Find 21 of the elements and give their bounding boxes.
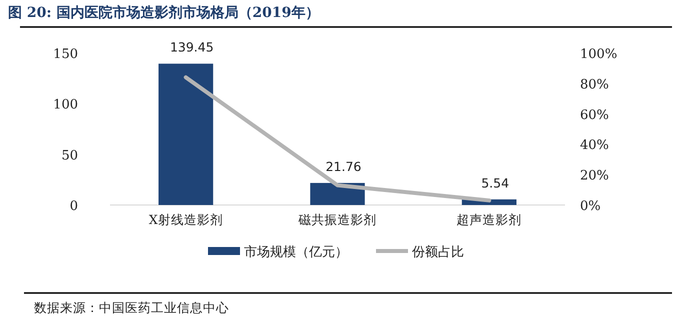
legend-label: 份额占比: [412, 245, 464, 260]
data-label: 21.76: [326, 158, 362, 174]
data-label: 5.54: [481, 175, 510, 190]
data-label: 139.45: [170, 40, 214, 55]
y2-tick-label: 20%: [580, 168, 609, 184]
bar: [158, 64, 214, 205]
y2-tick-label: 60%: [580, 108, 609, 123]
y2-tick-label: 40%: [580, 138, 609, 154]
x-tick-label: 磁共振造影剂: [298, 212, 376, 227]
y2-tick-label: 0%: [580, 199, 601, 214]
y2-tick-label: 100%: [580, 47, 618, 62]
y2-tick-label: 80%: [580, 77, 609, 92]
legend-label: 市场规模（亿元）: [244, 245, 348, 260]
source-note: 数据来源：中国医药工业信息中心: [34, 300, 229, 315]
x-tick-label: X射线造影剂: [148, 212, 223, 227]
y-tick-label: 0: [70, 199, 78, 214]
x-tick-label: 超声造影剂: [456, 212, 522, 227]
y-tick-label: 100: [53, 98, 78, 113]
chart-title: 图 20: 国内医院市场造影剂市场格局（2019年）: [8, 4, 320, 21]
y-tick-label: 50: [61, 148, 78, 164]
y-tick-label: 150: [53, 47, 78, 62]
